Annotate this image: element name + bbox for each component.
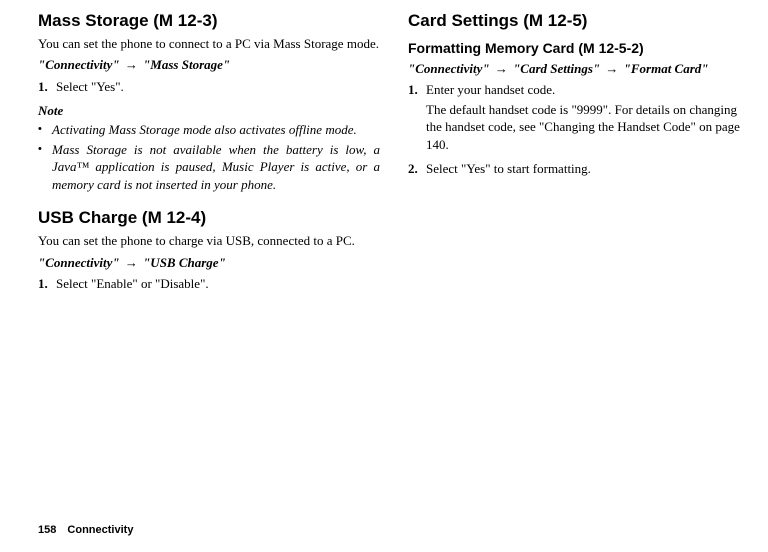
step-text: Select "Yes". [56, 78, 380, 96]
section-usb-charge: USB Charge (M 12-4) You can set the phon… [38, 207, 380, 293]
bullet-icon: • [38, 141, 52, 194]
step-number: 1. [38, 275, 56, 293]
breadcrumb-part: "Connectivity" [38, 57, 120, 72]
step-number: 1. [408, 81, 426, 157]
mass-storage-intro: You can set the phone to connect to a PC… [38, 35, 380, 53]
breadcrumb-part: "Connectivity" [408, 61, 490, 76]
note-bullet-1: • Activating Mass Storage mode also acti… [38, 121, 380, 139]
breadcrumb-part: "Mass Storage" [143, 57, 230, 72]
bullet-text: Activating Mass Storage mode also activa… [52, 121, 380, 139]
step-number: 2. [408, 160, 426, 178]
arrow-icon: → [603, 61, 620, 76]
usb-charge-title: USB Charge (M 12-4) [38, 207, 380, 230]
mass-storage-step-1: 1. Select "Yes". [38, 78, 380, 96]
arrow-icon: → [123, 255, 140, 270]
mass-storage-title: Mass Storage (M 12-3) [38, 10, 380, 33]
page-footer: 158 Connectivity [38, 523, 133, 538]
note-bullet-2: • Mass Storage is not available when the… [38, 141, 380, 194]
card-settings-step-2: 2. Select "Yes" to start formatting. [408, 160, 750, 178]
breadcrumb-part: "Format Card" [624, 61, 709, 76]
section-card-settings: Card Settings (M 12-5) Formatting Memory… [408, 10, 750, 177]
breadcrumb-part: "Connectivity" [38, 255, 120, 270]
step-number: 1. [38, 78, 56, 96]
usb-charge-step-1: 1. Select "Enable" or "Disable". [38, 275, 380, 293]
usb-charge-intro: You can set the phone to charge via USB,… [38, 232, 380, 250]
step-body: Enter your handset code. The default han… [426, 81, 750, 157]
card-settings-step-1: 1. Enter your handset code. The default … [408, 81, 750, 157]
card-settings-title: Card Settings (M 12-5) [408, 10, 750, 33]
usb-charge-breadcrumb: "Connectivity" → "USB Charge" [38, 254, 380, 272]
note-label: Note [38, 102, 380, 120]
step-text: Select "Yes" to start formatting. [426, 160, 750, 178]
arrow-icon: → [493, 61, 510, 76]
step-extra-text: The default handset code is "9999". For … [426, 101, 750, 154]
breadcrumb-part: "USB Charge" [143, 255, 226, 270]
card-settings-breadcrumb: "Connectivity" → "Card Settings" → "Form… [408, 60, 750, 78]
section-mass-storage: Mass Storage (M 12-3) You can set the ph… [38, 10, 380, 193]
chapter-name: Connectivity [67, 524, 133, 536]
bullet-icon: • [38, 121, 52, 139]
breadcrumb-part: "Card Settings" [513, 61, 600, 76]
arrow-icon: → [123, 57, 140, 72]
page-number: 158 [38, 524, 56, 536]
step-text: Select "Enable" or "Disable". [56, 275, 380, 293]
right-column: Card Settings (M 12-5) Formatting Memory… [408, 10, 750, 295]
page-columns: Mass Storage (M 12-3) You can set the ph… [38, 10, 750, 295]
formatting-subtitle: Formatting Memory Card (M 12-5-2) [408, 39, 750, 58]
step-text: Enter your handset code. [426, 81, 750, 99]
mass-storage-breadcrumb: "Connectivity" → "Mass Storage" [38, 56, 380, 74]
bullet-text: Mass Storage is not available when the b… [52, 141, 380, 194]
left-column: Mass Storage (M 12-3) You can set the ph… [38, 10, 380, 295]
